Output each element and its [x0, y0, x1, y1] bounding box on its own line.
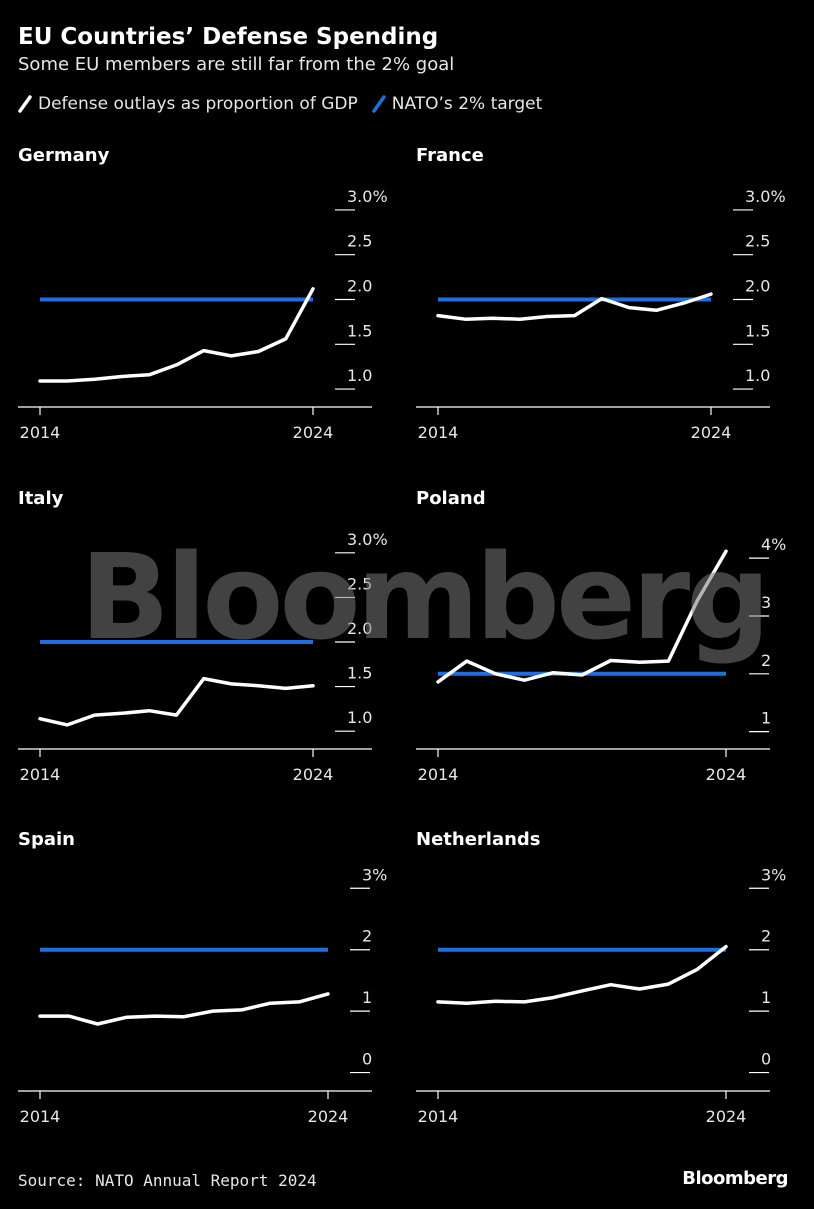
panel-title-poland: Poland: [416, 488, 486, 509]
chart-title: EU Countries’ Defense Spending: [18, 24, 439, 50]
panel-title-italy: Italy: [18, 488, 64, 509]
chart-subtitle: Some EU members are still far from the 2…: [18, 54, 455, 75]
y-tick-label-poland-3: 4%: [761, 535, 786, 554]
x-tick-label-spain-0: 2014: [20, 1107, 61, 1126]
y-tick-label-france-4: 3.0%: [745, 187, 786, 206]
x-tick-label-spain-1: 2024: [308, 1107, 349, 1126]
y-tick-label-germany-4: 3.0%: [347, 187, 388, 206]
x-tick-label-germany-0: 2014: [20, 423, 61, 442]
panel-title-netherlands: Netherlands: [416, 829, 541, 850]
x-tick-label-netherlands-1: 2024: [706, 1107, 747, 1126]
x-tick-label-france-1: 2024: [691, 423, 732, 442]
y-tick-label-spain-3: 3%: [362, 865, 387, 884]
legend-label-target: NATO’s 2% target: [391, 94, 543, 114]
y-tick-label-poland-0: 1: [761, 709, 771, 728]
y-tick-label-italy-2: 2.0: [347, 619, 372, 638]
y-tick-label-germany-3: 2.5: [347, 232, 372, 251]
y-tick-label-france-1: 1.5: [745, 321, 770, 340]
x-tick-label-france-0: 2014: [418, 423, 459, 442]
series-line-netherlands: [436, 944, 728, 1005]
y-tick-label-poland-1: 2: [761, 651, 771, 670]
y-tick-label-spain-2: 2: [362, 927, 372, 946]
legend-label-outlays: Defense outlays as proportion of GDP: [38, 94, 358, 114]
y-tick-label-italy-3: 2.5: [347, 574, 372, 593]
y-tick-label-netherlands-2: 2: [761, 927, 771, 946]
x-tick-label-netherlands-0: 2014: [418, 1107, 459, 1126]
legend-item-outlays: Defense outlays as proportion of GDP: [18, 94, 358, 114]
x-tick-label-italy-0: 2014: [20, 765, 61, 784]
series-line-france: [436, 292, 713, 321]
legend: Defense outlays as proportion of GDP NAT…: [18, 92, 556, 116]
bloomberg-logo: Bloomberg: [682, 1168, 788, 1189]
y-tick-label-france-0: 1.0: [745, 366, 770, 385]
y-tick-label-spain-0: 0: [362, 1050, 372, 1069]
y-tick-label-netherlands-1: 1: [761, 988, 771, 1007]
panel-title-spain: Spain: [18, 829, 75, 850]
y-tick-label-italy-4: 3.0%: [347, 530, 388, 549]
source-note: Source: NATO Annual Report 2024: [18, 1171, 317, 1190]
legend-swatch-blue-icon: [371, 95, 386, 113]
y-tick-label-netherlands-3: 3%: [761, 865, 786, 884]
y-tick-label-germany-0: 1.0: [347, 366, 372, 385]
series-line-germany: [38, 287, 315, 383]
legend-item-target: NATO’s 2% target: [371, 94, 543, 114]
panel-title-germany: Germany: [18, 145, 110, 166]
x-tick-label-italy-1: 2024: [293, 765, 334, 784]
series-line-italy: [38, 676, 315, 727]
series-line-poland: [436, 549, 728, 684]
y-tick-label-spain-1: 1: [362, 988, 372, 1007]
y-tick-label-france-3: 2.5: [745, 232, 770, 251]
y-tick-label-poland-2: 3: [761, 593, 771, 612]
panel-title-france: France: [416, 145, 484, 166]
y-tick-label-germany-2: 2.0: [347, 277, 372, 296]
y-tick-label-netherlands-0: 0: [761, 1050, 771, 1069]
y-tick-label-germany-1: 1.5: [347, 321, 372, 340]
y-tick-label-italy-0: 1.0: [347, 708, 372, 727]
y-tick-label-france-2: 2.0: [745, 277, 770, 296]
y-tick-label-italy-1: 1.5: [347, 664, 372, 683]
legend-swatch-white-icon: [18, 95, 32, 113]
x-tick-label-poland-0: 2014: [418, 765, 459, 784]
x-tick-label-germany-1: 2024: [293, 423, 334, 442]
x-tick-label-poland-1: 2024: [706, 765, 747, 784]
series-line-spain: [38, 992, 330, 1026]
